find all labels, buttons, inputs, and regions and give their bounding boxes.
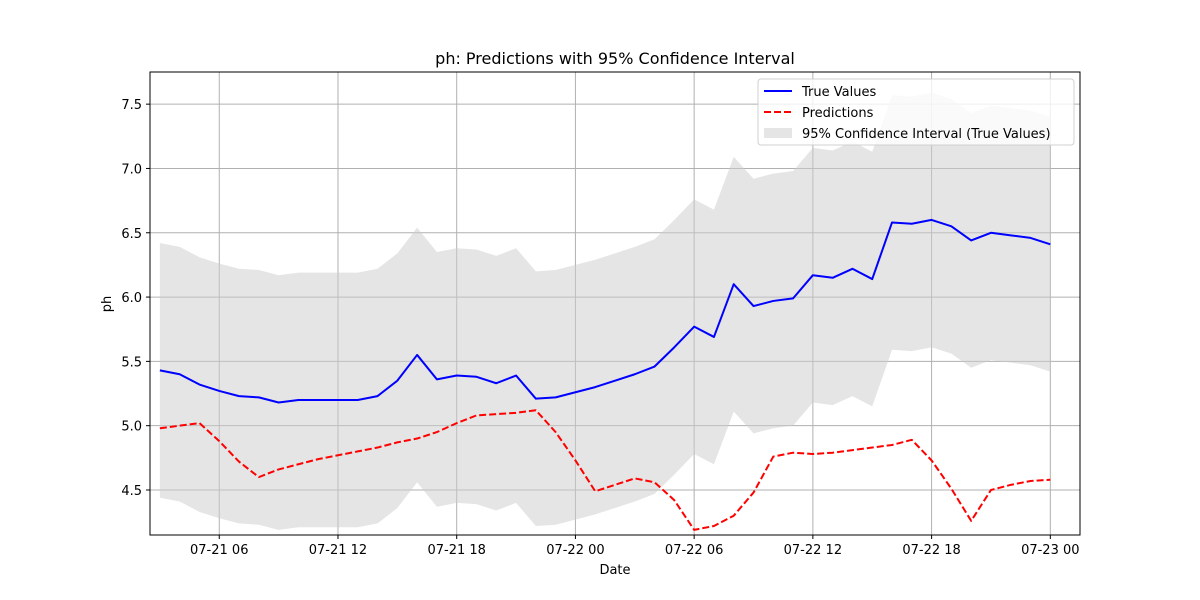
y-tick-label: 5.5 bbox=[121, 355, 142, 370]
legend-box bbox=[757, 78, 1075, 146]
x-tick-label: 07-21 06 bbox=[190, 543, 248, 558]
plot-frame bbox=[149, 71, 1081, 536]
y-tick-label: 4.5 bbox=[121, 484, 142, 499]
y-tick-label: 6.5 bbox=[121, 227, 142, 242]
x-tick-label: 07-21 18 bbox=[427, 543, 485, 558]
confidence-band bbox=[159, 92, 1051, 530]
y-axis-label: ph bbox=[100, 296, 115, 313]
legend-confidence-interval-swatch bbox=[764, 128, 792, 138]
predictions-line bbox=[159, 409, 1051, 531]
x-axis-label: Date bbox=[599, 563, 630, 578]
chart-title: ph: Predictions with 95% Confidence Inte… bbox=[435, 49, 795, 68]
x-tick-label: 07-22 06 bbox=[665, 543, 723, 558]
x-tick-label: 07-22 12 bbox=[784, 543, 842, 558]
series-layer bbox=[159, 218, 1051, 531]
ticks: 07-21 06 07-21 12 07-21 18 07-22 00 07-22 06… bbox=[121, 98, 1079, 558]
y-tick-label: 5.0 bbox=[121, 420, 142, 435]
confidence-band-layer bbox=[159, 92, 1051, 530]
y-tick-label: 7.5 bbox=[121, 98, 142, 113]
legend-true-values-label: True Values bbox=[801, 85, 876, 100]
x-tick-label: 07-21 12 bbox=[309, 543, 367, 558]
x-tick-label: 07-22 00 bbox=[546, 543, 604, 558]
legend-confidence-interval-label: 95% Confidence Interval (True Values) bbox=[802, 127, 1051, 142]
y-tick-label: 7.0 bbox=[121, 162, 142, 177]
y-tick-label: 6.0 bbox=[121, 291, 142, 306]
x-tick-label: 07-23 00 bbox=[1021, 543, 1079, 558]
x-tick-label: 07-22 18 bbox=[902, 543, 960, 558]
axes bbox=[149, 71, 1081, 536]
legend-predictions-label: Predictions bbox=[802, 106, 874, 121]
true-values-line bbox=[159, 218, 1051, 404]
legend: True Values Predictions 95% Confidence Int… bbox=[757, 78, 1075, 146]
